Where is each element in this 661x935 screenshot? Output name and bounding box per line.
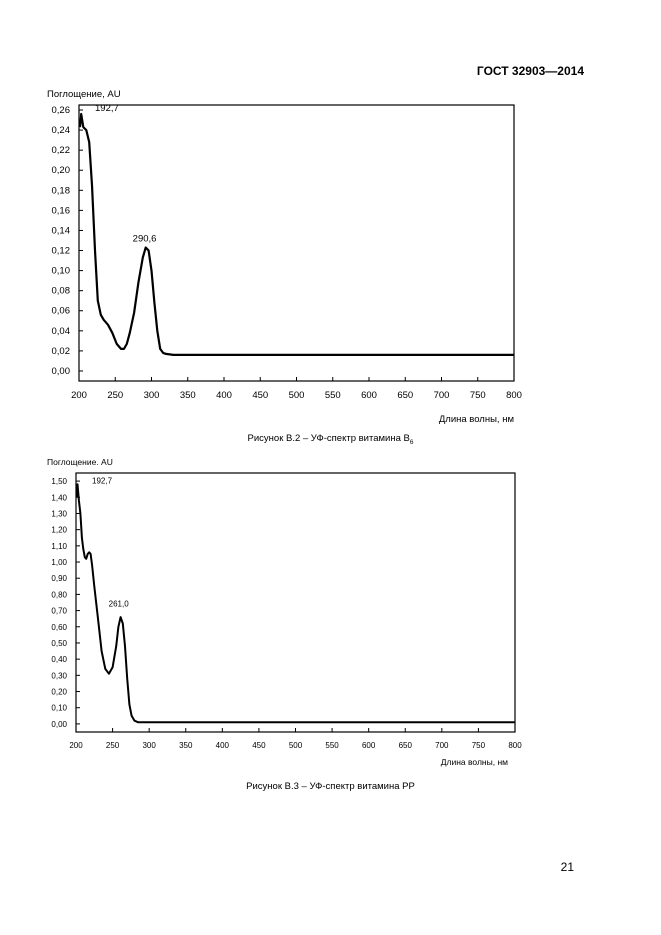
y-tick-label: 0,20	[51, 688, 67, 697]
x-tick-label: 800	[506, 390, 522, 401]
y-tick-label: 0,70	[51, 607, 67, 616]
x-tick-label: 200	[71, 390, 87, 401]
x-tick-label: 350	[180, 390, 196, 401]
peak-label: 192,7	[92, 477, 113, 486]
x-ticks: 200 250 300 350 400 450 500 550 600 650 700 750 800	[71, 377, 522, 401]
y-tick-label: 0,14	[52, 225, 71, 236]
y-tick-label: 0,12	[52, 246, 71, 257]
x-tick-label: 600	[362, 741, 376, 750]
y-tick-label: 0,00	[51, 720, 67, 729]
plot-frame	[75, 472, 516, 733]
x-tick-label: 400	[216, 741, 230, 750]
x-tick-label: 450	[252, 390, 268, 401]
uv-spectrum-chart-b6: Поглощение, AU 0,000,020,040,060,080,100…	[47, 89, 522, 425]
y-tick-label: 1,40	[51, 493, 67, 502]
y-tick-label: 0,50	[51, 639, 67, 648]
x-tick-label: 550	[325, 390, 341, 401]
y-tick-label: 0,22	[52, 145, 71, 156]
x-axis-title: Длина волны, нм	[439, 414, 514, 425]
x-tick-label: 750	[472, 741, 486, 750]
y-tick-label: 0,02	[52, 346, 71, 357]
page-number: 21	[560, 860, 574, 874]
x-tick-label: 600	[361, 390, 377, 401]
y-tick-label: 0,20	[52, 165, 71, 176]
x-ticks: 200 250 300 350 400 450 500 550 600 650 700 750 800	[69, 728, 522, 750]
x-tick-label: 650	[399, 741, 413, 750]
y-axis-title: Поглощение, AU	[47, 89, 121, 100]
y-tick-label: 0,80	[51, 590, 67, 599]
standard-number: ГОСТ 32903—2014	[476, 64, 584, 78]
y-tick-label: 0,18	[52, 185, 71, 196]
x-tick-label: 200	[69, 741, 83, 750]
y-tick-label: 0,16	[52, 205, 71, 216]
spectrum-line	[78, 112, 514, 356]
x-tick-label: 800	[508, 741, 522, 750]
peak-label: 261,0	[109, 600, 130, 609]
y-tick-label: 0,40	[51, 655, 67, 664]
y-axis-title: Поглощение. AU	[47, 457, 113, 467]
y-tick-label: 0,10	[51, 704, 67, 713]
x-tick-label: 300	[144, 390, 160, 401]
caption-subscript: 6	[409, 438, 414, 446]
x-tick-label: 500	[289, 390, 305, 401]
x-tick-label: 650	[397, 390, 413, 401]
y-tick-label: 0,10	[52, 266, 71, 277]
x-tick-label: 250	[107, 390, 123, 401]
x-tick-label: 250	[106, 741, 120, 750]
y-tick-label: 0,30	[51, 671, 67, 680]
x-tick-label: 450	[252, 741, 266, 750]
peak-annotations: 192,7 261,0	[92, 477, 129, 609]
y-tick-label: 0,06	[52, 306, 71, 317]
x-tick-label: 400	[216, 390, 232, 401]
y-ticks: 0,00 0,10 0,20 0,30 0,40 0,50 0,60 0,70 0,80 0,90…	[51, 477, 80, 729]
peak-annotations: 192,7 290,6	[95, 103, 156, 244]
x-axis-title: Длина волны, нм	[441, 757, 508, 767]
y-tick-label: 0,04	[52, 326, 71, 337]
y-ticks: 0,00 0,02 0,04 0,06 0,08 0,10 0,12 0,14 0,16 0,18…	[52, 105, 83, 377]
y-tick-label: 0,08	[52, 286, 71, 297]
spectrum-line	[76, 483, 515, 724]
y-tick-label: 1,20	[51, 526, 67, 535]
peak-label: 192,7	[95, 103, 119, 114]
x-tick-label: 300	[142, 741, 156, 750]
caption-text: Рисунок В.2 – УФ-спектр витамина В	[247, 433, 410, 444]
x-tick-label: 350	[179, 741, 193, 750]
x-tick-label: 500	[289, 741, 303, 750]
y-tick-label: 0,60	[51, 623, 67, 632]
x-tick-label: 700	[434, 390, 450, 401]
peak-label: 290,6	[133, 234, 157, 245]
y-tick-label: 1,50	[51, 477, 67, 486]
y-tick-label: 0,90	[51, 574, 67, 583]
y-tick-label: 1,10	[51, 542, 67, 551]
caption-text: Рисунок В.3 – УФ-спектр витамина РР	[246, 781, 415, 792]
y-tick-label: 0,00	[52, 366, 71, 377]
figure-caption-b3: Рисунок В.3 – УФ-спектр витамина РР	[0, 781, 661, 792]
y-tick-label: 0,24	[52, 125, 71, 136]
figure-caption-b2: Рисунок В.2 – УФ-спектр витамина В6	[0, 433, 661, 446]
uv-spectrum-chart-pp: Поглощение. AU 0,000,100,200,300,400,500…	[47, 457, 522, 767]
y-tick-label: 1,30	[51, 509, 67, 518]
x-tick-label: 750	[470, 390, 486, 401]
x-tick-label: 550	[325, 741, 339, 750]
y-tick-label: 0,26	[52, 105, 71, 116]
x-tick-label: 700	[435, 741, 449, 750]
y-tick-label: 1,00	[51, 558, 67, 567]
